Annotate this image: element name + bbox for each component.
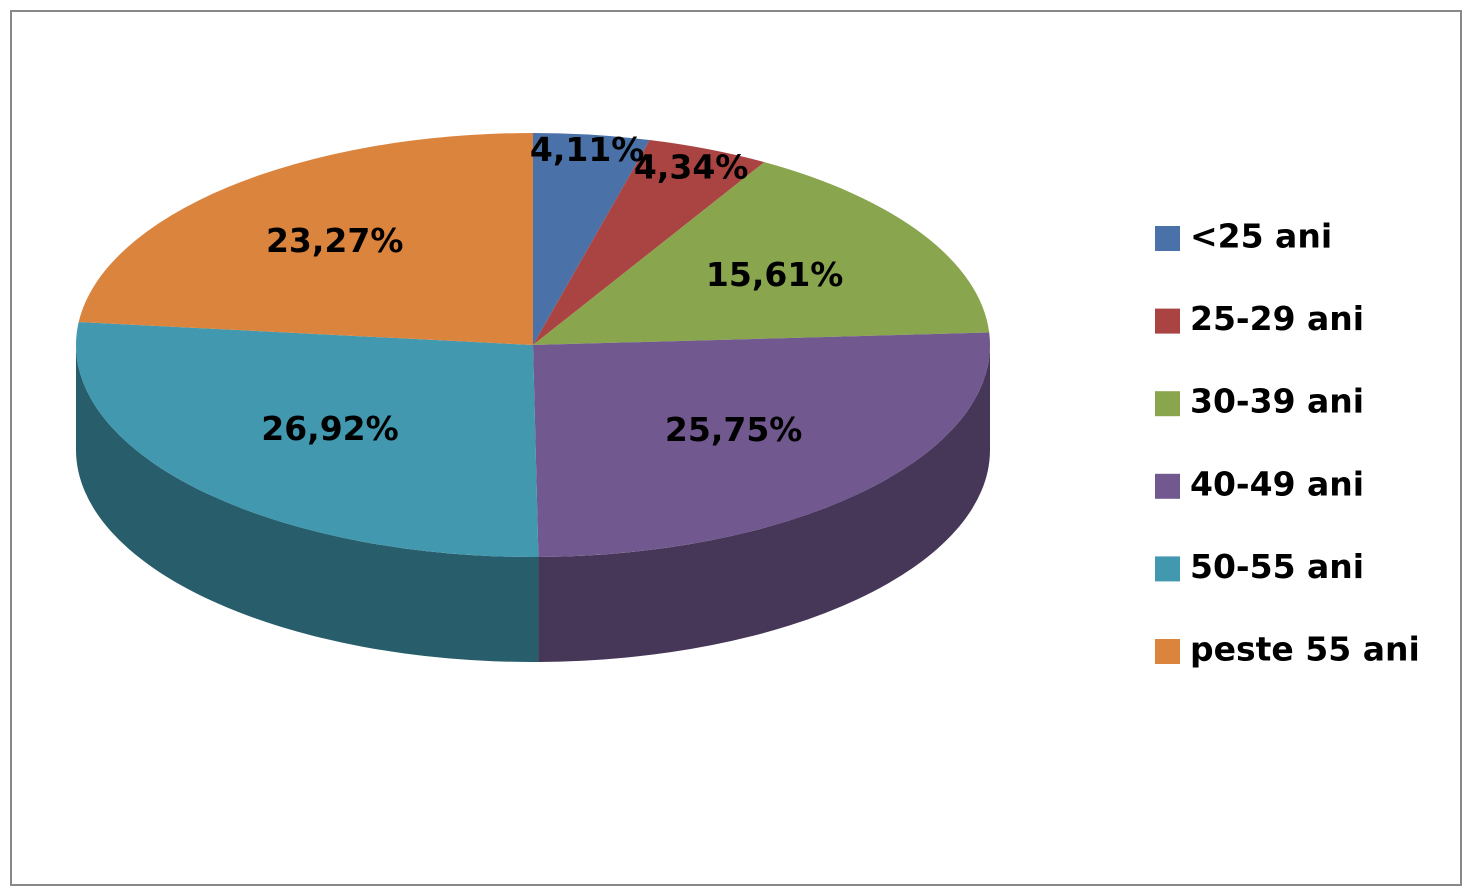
- legend-swatch: [1155, 226, 1180, 251]
- legend-swatch: [1155, 639, 1180, 664]
- data-label: 26,92%: [261, 409, 398, 448]
- legend-label: 40-49 ani: [1190, 464, 1364, 503]
- pie-slice: [75, 322, 539, 557]
- legend-label: peste 55 ani: [1190, 630, 1420, 669]
- legend: <25 ani 25-29 ani 30-39 ani 40-49 ani 50-55 …: [1155, 217, 1420, 669]
- pie-side: [538, 345, 990, 662]
- pie-slice: [533, 162, 990, 345]
- pie-slice: [533, 332, 990, 557]
- pie-side: [76, 345, 539, 662]
- data-label: 23,27%: [266, 221, 403, 260]
- pie-labels: 4,11%4,34% 15,61% 25,75% 26,92% 23,27%: [261, 130, 843, 449]
- legend-swatch: [1155, 556, 1180, 582]
- pie-slice: [533, 140, 765, 345]
- pie-slice: [78, 133, 534, 345]
- legend-swatch: [1155, 308, 1180, 334]
- legend-swatch: [1155, 391, 1180, 417]
- legend-label: 50-55 ani: [1190, 547, 1364, 586]
- legend-label: 30-39 ani: [1190, 382, 1364, 421]
- pie-sides: [76, 345, 990, 662]
- legend-label: 25-29 ani: [1190, 299, 1364, 338]
- pie-slice: [533, 133, 650, 345]
- data-label: 15,61%: [706, 255, 843, 294]
- pie-tops: [75, 133, 990, 557]
- data-label: 4,34%: [634, 147, 749, 186]
- legend-swatch: [1155, 473, 1180, 499]
- data-label: 4,11%: [530, 130, 645, 169]
- data-label: 25,75%: [665, 410, 802, 449]
- legend-label: <25 ani: [1190, 217, 1332, 256]
